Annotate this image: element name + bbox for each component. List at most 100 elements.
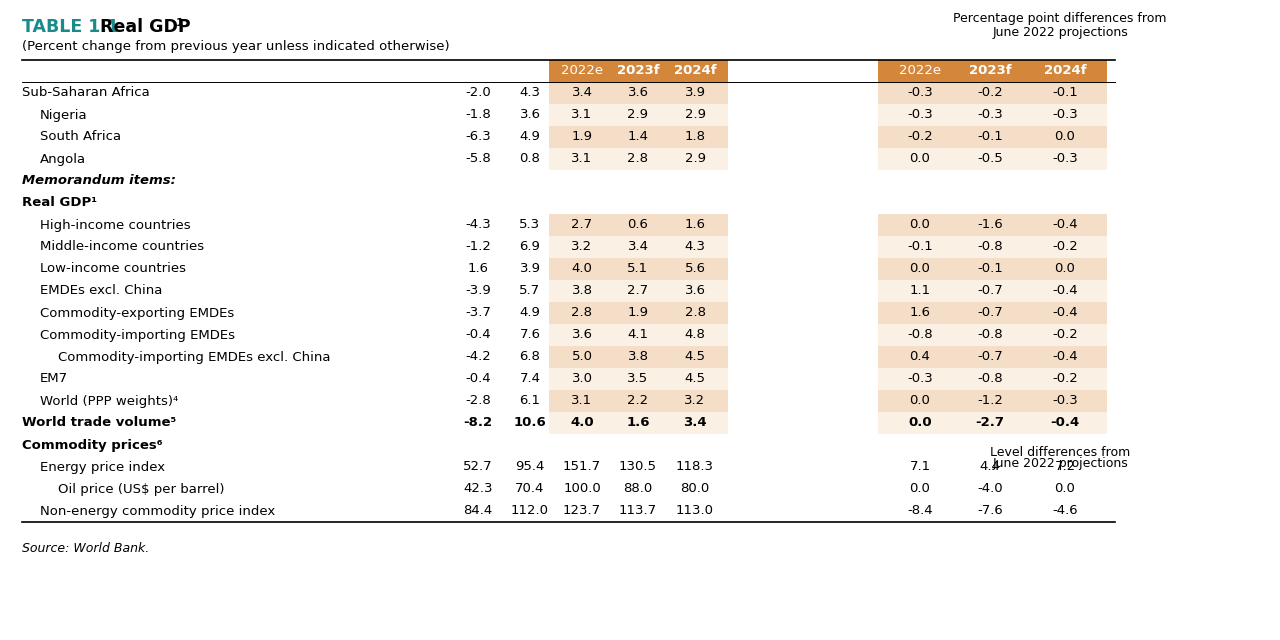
Text: June 2022 projections: June 2022 projections <box>992 456 1128 470</box>
Text: -0.3: -0.3 <box>908 86 933 99</box>
Text: 100.0: 100.0 <box>563 483 600 495</box>
Text: 3.6: 3.6 <box>571 328 593 342</box>
Text: 0.0: 0.0 <box>910 262 931 275</box>
Text: -0.1: -0.1 <box>977 262 1002 275</box>
Text: 118.3: 118.3 <box>676 461 714 474</box>
Text: 95.4: 95.4 <box>516 461 545 474</box>
Text: 113.7: 113.7 <box>620 504 657 518</box>
Text: 0.0: 0.0 <box>910 218 931 232</box>
Text: Oil price (US$ per barrel): Oil price (US$ per barrel) <box>58 483 224 495</box>
Text: 80.0: 80.0 <box>681 483 709 495</box>
Text: 5.3: 5.3 <box>520 218 540 232</box>
Text: 3.2: 3.2 <box>571 241 593 253</box>
Bar <box>549 82 728 104</box>
Bar <box>549 126 728 148</box>
Text: -1.8: -1.8 <box>465 109 490 122</box>
Text: 7.1: 7.1 <box>909 461 931 474</box>
Text: 5.6: 5.6 <box>685 262 705 275</box>
Text: -4.3: -4.3 <box>465 218 490 232</box>
Text: -0.1: -0.1 <box>1052 86 1078 99</box>
Bar <box>549 390 728 412</box>
Text: 3.8: 3.8 <box>571 285 593 298</box>
Bar <box>878 126 1107 148</box>
Text: 1.6: 1.6 <box>685 218 705 232</box>
Text: 0.0: 0.0 <box>910 394 931 408</box>
Text: 4.5: 4.5 <box>685 372 705 385</box>
Text: -3.7: -3.7 <box>465 307 492 319</box>
Text: 2.8: 2.8 <box>571 307 593 319</box>
Text: -0.2: -0.2 <box>908 131 933 143</box>
Text: 4.9: 4.9 <box>520 307 540 319</box>
Text: Memorandum items:: Memorandum items: <box>22 175 175 188</box>
Bar <box>549 236 728 258</box>
Text: 4.1: 4.1 <box>627 328 649 342</box>
Text: Real GDP¹: Real GDP¹ <box>22 196 97 209</box>
Bar <box>878 280 1107 302</box>
Text: -2.0: -2.0 <box>465 86 490 99</box>
Text: -0.1: -0.1 <box>908 241 933 253</box>
Text: 4.8: 4.8 <box>685 328 705 342</box>
Text: 3.6: 3.6 <box>520 109 540 122</box>
Text: 1.9: 1.9 <box>627 307 649 319</box>
Text: -0.3: -0.3 <box>908 109 933 122</box>
Text: -0.2: -0.2 <box>1052 241 1078 253</box>
Bar <box>549 368 728 390</box>
Text: -2.7: -2.7 <box>975 417 1005 429</box>
Text: Source: World Bank.: Source: World Bank. <box>22 542 150 555</box>
Text: 3.4: 3.4 <box>571 86 593 99</box>
Bar <box>878 412 1107 434</box>
Text: 5.0: 5.0 <box>571 351 593 364</box>
Text: -4.6: -4.6 <box>1052 504 1078 518</box>
Text: June 2022 projections: June 2022 projections <box>992 26 1128 39</box>
Bar <box>878 302 1107 324</box>
Text: 4.5: 4.5 <box>685 351 705 364</box>
Text: -6.3: -6.3 <box>465 131 490 143</box>
Text: 123.7: 123.7 <box>563 504 602 518</box>
Text: Nigeria: Nigeria <box>40 109 87 122</box>
Text: 3.0: 3.0 <box>571 372 593 385</box>
Text: 3.6: 3.6 <box>685 285 705 298</box>
Text: 2022e: 2022e <box>561 65 603 77</box>
Bar <box>549 148 728 170</box>
Bar <box>878 390 1107 412</box>
Text: Level differences from: Level differences from <box>989 445 1130 458</box>
Text: 4.3: 4.3 <box>685 241 705 253</box>
Text: 1.6: 1.6 <box>626 417 650 429</box>
Text: 2022e: 2022e <box>899 65 941 77</box>
Text: -8.2: -8.2 <box>463 417 493 429</box>
Bar <box>549 258 728 280</box>
Text: 3.1: 3.1 <box>571 394 593 408</box>
Text: 4.3: 4.3 <box>520 86 540 99</box>
Bar <box>878 82 1107 104</box>
Bar <box>549 280 728 302</box>
Text: -0.2: -0.2 <box>1052 372 1078 385</box>
Text: -4.2: -4.2 <box>465 351 490 364</box>
Text: 2.9: 2.9 <box>685 152 705 166</box>
Text: 2.8: 2.8 <box>685 307 705 319</box>
Text: 4.4: 4.4 <box>979 461 1001 474</box>
Text: 6.9: 6.9 <box>520 241 540 253</box>
Bar <box>878 104 1107 126</box>
Bar <box>878 236 1107 258</box>
Text: Real GDP: Real GDP <box>100 18 191 36</box>
Text: 7.4: 7.4 <box>520 372 540 385</box>
Text: -2.8: -2.8 <box>465 394 490 408</box>
Bar <box>878 368 1107 390</box>
Bar <box>549 412 728 434</box>
Text: 0.4: 0.4 <box>910 351 931 364</box>
Text: -0.4: -0.4 <box>1052 218 1078 232</box>
Text: 4.0: 4.0 <box>570 417 594 429</box>
Text: 2024f: 2024f <box>1043 65 1087 77</box>
Text: 2.7: 2.7 <box>627 285 649 298</box>
Text: -8.4: -8.4 <box>908 504 933 518</box>
Text: -0.3: -0.3 <box>1052 109 1078 122</box>
Text: -0.4: -0.4 <box>1051 417 1079 429</box>
Text: 113.0: 113.0 <box>676 504 714 518</box>
Bar <box>549 104 728 126</box>
Text: 2.9: 2.9 <box>627 109 649 122</box>
Text: 3.4: 3.4 <box>627 241 649 253</box>
Text: 2020: 2020 <box>461 65 495 77</box>
Text: -0.1: -0.1 <box>977 131 1002 143</box>
Text: 3.8: 3.8 <box>627 351 649 364</box>
Bar <box>549 346 728 368</box>
